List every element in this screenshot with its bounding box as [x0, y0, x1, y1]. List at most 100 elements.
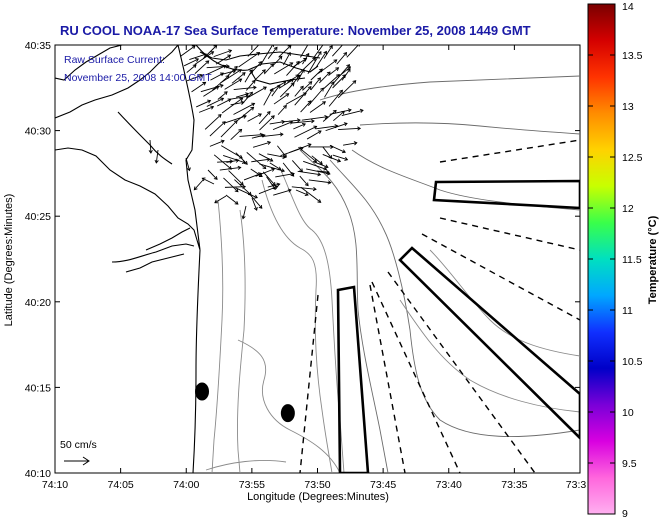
current-arrow	[291, 119, 315, 124]
y-tick-label: 40:25	[25, 211, 51, 223]
current-arrow	[241, 91, 253, 105]
station-markers	[195, 382, 295, 423]
current-arrow	[333, 110, 345, 122]
current-arrow	[185, 157, 191, 172]
current-arrow	[212, 75, 230, 91]
current-arrow	[243, 172, 263, 181]
x-tick-label: 73:45	[370, 479, 396, 491]
current-arrow	[224, 78, 243, 90]
current-arrow	[274, 62, 294, 75]
current-arrow	[272, 120, 294, 131]
x-tick-label: 73:50	[304, 479, 330, 491]
closed-region-south	[336, 285, 370, 473]
colorbar-tick-label: 9.5	[622, 458, 637, 470]
scale-label: 50 cm/s	[60, 439, 97, 451]
surface-current-vectors	[148, 45, 364, 220]
x-tick-label: 73:3	[566, 479, 587, 491]
current-arrow	[263, 63, 274, 75]
legend-line-1: Raw Surface Current:	[64, 54, 165, 66]
colorbar-tick-label: 12.5	[622, 152, 643, 164]
current-arrow	[249, 193, 263, 209]
current-arrow	[302, 81, 313, 91]
current-arrow	[302, 52, 310, 65]
current-arrow	[329, 144, 346, 154]
current-arrow	[186, 73, 204, 82]
isobath-mid	[261, 167, 345, 473]
current-arrow	[210, 72, 225, 81]
current-arrow	[198, 105, 215, 113]
current-arrow	[255, 167, 276, 177]
current-arrow	[206, 97, 225, 107]
current-arrow	[271, 55, 283, 67]
current-arrow	[286, 60, 300, 76]
current-arrow	[338, 126, 362, 131]
current-arrow	[316, 169, 330, 175]
current-arrow	[282, 51, 291, 66]
closed-region-diagonal	[398, 246, 580, 440]
current-arrow	[221, 97, 244, 114]
current-arrow	[225, 194, 239, 205]
current-arrow	[322, 154, 342, 163]
current-arrow	[294, 85, 304, 97]
colorbar-tick-label: 10	[622, 407, 634, 419]
colorbar-tick-label: 9	[622, 508, 628, 519]
current-arrow	[227, 65, 238, 76]
current-arrow	[223, 177, 239, 193]
current-arrow	[235, 187, 258, 199]
current-arrow	[258, 153, 274, 162]
current-arrow	[309, 101, 326, 113]
x-axis-label: Longitude (Degrees:Minutes)	[247, 491, 389, 503]
colorbar-tick-label: 14	[622, 1, 634, 13]
current-arrow	[189, 52, 208, 60]
current-arrow	[275, 171, 295, 178]
colorbar-tick-label: 13.5	[622, 50, 643, 62]
y-axis-label: Latitude (Degrees:Minutes)	[3, 194, 15, 327]
current-arrow	[286, 74, 300, 83]
current-arrow	[267, 182, 281, 188]
current-arrow	[300, 186, 322, 203]
current-arrow	[220, 120, 238, 138]
current-arrow	[193, 179, 204, 191]
current-arrow	[183, 58, 200, 67]
x-axis-ticks: 74:10 74:05 74:00 73:55 73:50 73:45 73:40 73:35…	[42, 45, 587, 491]
current-arrow	[209, 139, 225, 147]
current-arrow	[273, 93, 290, 105]
current-arrow	[323, 45, 333, 59]
current-arrow	[204, 114, 222, 130]
current-arrow	[336, 51, 348, 65]
current-arrow	[215, 54, 232, 65]
current-arrow	[296, 57, 317, 76]
current-arrow	[200, 83, 224, 93]
scale-arrow	[64, 456, 90, 466]
current-arrow	[278, 45, 292, 58]
current-arrow	[341, 68, 351, 81]
current-arrow	[214, 195, 227, 204]
current-arrow	[291, 186, 317, 192]
y-tick-label: 40:15	[25, 382, 51, 394]
current-arrow	[297, 170, 322, 177]
current-arrow	[148, 139, 153, 154]
current-arrow	[278, 79, 295, 89]
x-tick-label: 74:10	[42, 479, 68, 491]
colorbar-label: Temperature (°C)	[647, 215, 659, 304]
current-arrow	[186, 64, 197, 73]
y-tick-label: 40:10	[25, 468, 51, 480]
isobath-shallow	[211, 199, 246, 473]
current-arrow	[230, 128, 243, 141]
current-arrow	[319, 71, 331, 84]
figure-title: RU COOL NOAA-17 Sea Surface Temperature:…	[60, 23, 531, 38]
current-arrow	[324, 81, 335, 98]
current-arrow	[259, 45, 274, 66]
y-tick-label: 40:30	[25, 126, 51, 138]
current-arrow	[233, 102, 256, 115]
current-arrow	[313, 45, 324, 59]
current-arrow	[289, 143, 312, 153]
isobath-channel	[205, 249, 580, 473]
current-arrow	[247, 113, 262, 122]
current-arrow	[235, 92, 250, 98]
current-arrow	[308, 179, 332, 185]
current-arrow	[267, 153, 287, 160]
current-arrow	[332, 64, 351, 85]
current-arrow	[306, 130, 322, 140]
current-arrow	[328, 89, 343, 107]
